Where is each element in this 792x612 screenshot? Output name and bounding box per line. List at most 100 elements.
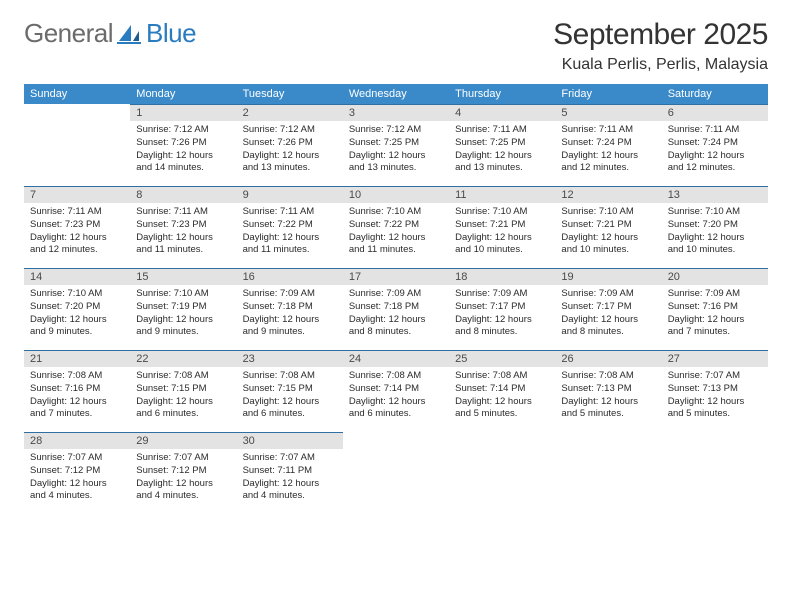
day-number: 23 [237,350,343,367]
sunrise-label: Sunrise: 7:10 AM [136,288,208,299]
sunrise-label: Sunrise: 7:08 AM [455,370,527,381]
sunset-label: Sunset: 7:24 PM [561,137,631,148]
calendar-week-row: 14Sunrise: 7:10 AMSunset: 7:20 PMDayligh… [24,268,768,350]
sunset-label: Sunset: 7:12 PM [136,465,206,476]
day-body: Sunrise: 7:12 AMSunset: 7:25 PMDaylight:… [343,121,449,181]
sunset-label: Sunset: 7:13 PM [561,383,631,394]
day-number: 5 [555,104,661,121]
calendar-cell: 15 Sunrise: 7:10 AM Sunset: 7:19 PM Dayligh… [130,268,236,350]
logo: General Blue [24,18,196,49]
calendar-cell: 13Sunrise: 7:10 AMSunset: 7:20 PMDayligh… [662,186,768,268]
day-number: 26 [555,350,661,367]
sunrise-label: Sunrise: 7:12 AM [136,124,208,135]
daylight-label: Daylight: 12 hours and 7 minutes. [30,396,107,420]
sunrise-label: Sunrise: 7:09 AM [561,288,633,299]
daylight-label: Daylight: 12 hours and 10 minutes. [561,232,638,256]
sunrise-label: Sunrise: 7:07 AM [243,452,315,463]
calendar-cell: 21 Sunrise: 7:08 AM Sunset: 7:16 PM Dayligh… [24,350,130,432]
calendar-cell [662,432,768,514]
sunrise-label: Sunrise: 7:11 AM [668,124,740,135]
day-number: 15 [130,268,236,285]
daylight-label: Daylight: 12 hours and 4 minutes. [136,478,213,502]
calendar-body: 1Sunrise: 7:12 AMSunset: 7:26 PMDaylight… [24,104,768,514]
daylight-label: Daylight: 12 hours and 7 minutes. [668,314,745,338]
day-body: Sunrise: 7:08 AM Sunset: 7:14 PM Daylight:… [449,367,555,427]
sunset-label: Sunset: 7:16 PM [30,383,100,394]
sunset-label: Sunset: 7:19 PM [136,301,206,312]
sunrise-label: Sunrise: 7:11 AM [136,206,208,217]
daylight-label: Daylight: 12 hours and 11 minutes. [349,232,426,256]
sunset-label: Sunset: 7:14 PM [455,383,525,394]
day-number: 24 [343,350,449,367]
sunset-label: Sunset: 7:11 PM [243,465,313,476]
daylight-label: Daylight: 12 hours and 12 minutes. [30,232,107,256]
daylight-label: Daylight: 12 hours and 10 minutes. [668,232,745,256]
day-number: 12 [555,186,661,203]
weekday-header: Saturday [662,84,768,104]
daylight-label: Daylight: 12 hours and 4 minutes. [30,478,107,502]
day-number: 3 [343,104,449,121]
day-number: 18 [449,268,555,285]
day-body: Sunrise: 7:11 AMSunset: 7:24 PMDaylight:… [662,121,768,181]
sunrise-label: Sunrise: 7:08 AM [30,370,102,381]
sunset-label: Sunset: 7:25 PM [455,137,525,148]
daylight-label: Daylight: 12 hours and 6 minutes. [349,396,426,420]
sunset-label: Sunset: 7:25 PM [349,137,419,148]
calendar-cell: 28Sunrise: 7:07 AMSunset: 7:12 PMDayligh… [24,432,130,514]
sunset-label: Sunset: 7:15 PM [243,383,313,394]
day-body: Sunrise: 7:09 AMSunset: 7:16 PMDaylight:… [662,285,768,345]
day-number: 17 [343,268,449,285]
day-body: Sunrise: 7:11 AMSunset: 7:23 PMDaylight:… [130,203,236,263]
sunset-label: Sunset: 7:18 PM [243,301,313,312]
day-number: 16 [237,268,343,285]
daylight-label: Daylight: 12 hours and 9 minutes. [136,314,213,338]
sunset-label: Sunset: 7:20 PM [668,219,738,230]
day-number: 21 [24,350,130,367]
sunrise-label: Sunrise: 7:08 AM [243,370,315,381]
header: General Blue September 2025 Kuala Perlis… [24,18,768,74]
daylight-label: Daylight: 12 hours and 6 minutes. [243,396,320,420]
day-body: Sunrise: 7:12 AMSunset: 7:26 PMDaylight:… [237,121,343,181]
day-number: 2 [237,104,343,121]
calendar-cell [24,104,130,186]
daylight-label: Daylight: 12 hours and 13 minutes. [349,150,426,174]
sunset-label: Sunset: 7:18 PM [349,301,419,312]
day-body: Sunrise: 7:10 AMSunset: 7:20 PMDaylight:… [662,203,768,263]
day-number: 4 [449,104,555,121]
calendar-cell: 17Sunrise: 7:09 AMSunset: 7:18 PMDayligh… [343,268,449,350]
day-number: 11 [449,186,555,203]
sunrise-label: Sunrise: 7:11 AM [455,124,527,135]
sunset-label: Sunset: 7:15 PM [136,383,206,394]
weekday-header: Thursday [449,84,555,104]
logo-text-blue: Blue [146,18,196,49]
day-body: Sunrise: 7:08 AMSunset: 7:14 PMDaylight:… [343,367,449,427]
logo-text-general: General [24,18,113,49]
daylight-label: Daylight: 12 hours and 9 minutes. [30,314,107,338]
month-title: September 2025 [553,18,768,52]
calendar-cell: 19Sunrise: 7:09 AMSunset: 7:17 PMDayligh… [555,268,661,350]
sunrise-label: Sunrise: 7:10 AM [30,288,102,299]
title-block: September 2025 Kuala Perlis, Perlis, Mal… [553,18,768,74]
daylight-label: Daylight: 12 hours and 5 minutes. [668,396,745,420]
day-number: 22 [130,350,236,367]
day-number: 20 [662,268,768,285]
day-number: 8 [130,186,236,203]
calendar-cell [449,432,555,514]
day-body: Sunrise: 7:11 AMSunset: 7:24 PMDaylight:… [555,121,661,181]
calendar-cell [555,432,661,514]
day-body: Sunrise: 7:08 AMSunset: 7:15 PMDaylight:… [130,367,236,427]
day-body: Sunrise: 7:10 AMSunset: 7:21 PMDaylight:… [555,203,661,263]
day-number: 25 [449,350,555,367]
calendar-cell: 9Sunrise: 7:11 AMSunset: 7:22 PMDaylight… [237,186,343,268]
calendar-cell: 1Sunrise: 7:12 AMSunset: 7:26 PMDaylight… [130,104,236,186]
sunrise-label: Sunrise: 7:10 AM [455,206,527,217]
daylight-label: Daylight: 12 hours and 11 minutes. [136,232,213,256]
daylight-label: Daylight: 12 hours and 6 minutes. [136,396,213,420]
day-body: Sunrise: 7:09 AMSunset: 7:17 PMDaylight:… [449,285,555,345]
calendar-cell: 8Sunrise: 7:11 AMSunset: 7:23 PMDaylight… [130,186,236,268]
calendar-cell: 29Sunrise: 7:07 AMSunset: 7:12 PMDayligh… [130,432,236,514]
weekday-header: Monday [130,84,236,104]
calendar-cell: 16Sunrise: 7:09 AMSunset: 7:18 PMDayligh… [237,268,343,350]
day-number: 28 [24,432,130,449]
daylight-label: Daylight: 12 hours and 5 minutes. [455,396,532,420]
